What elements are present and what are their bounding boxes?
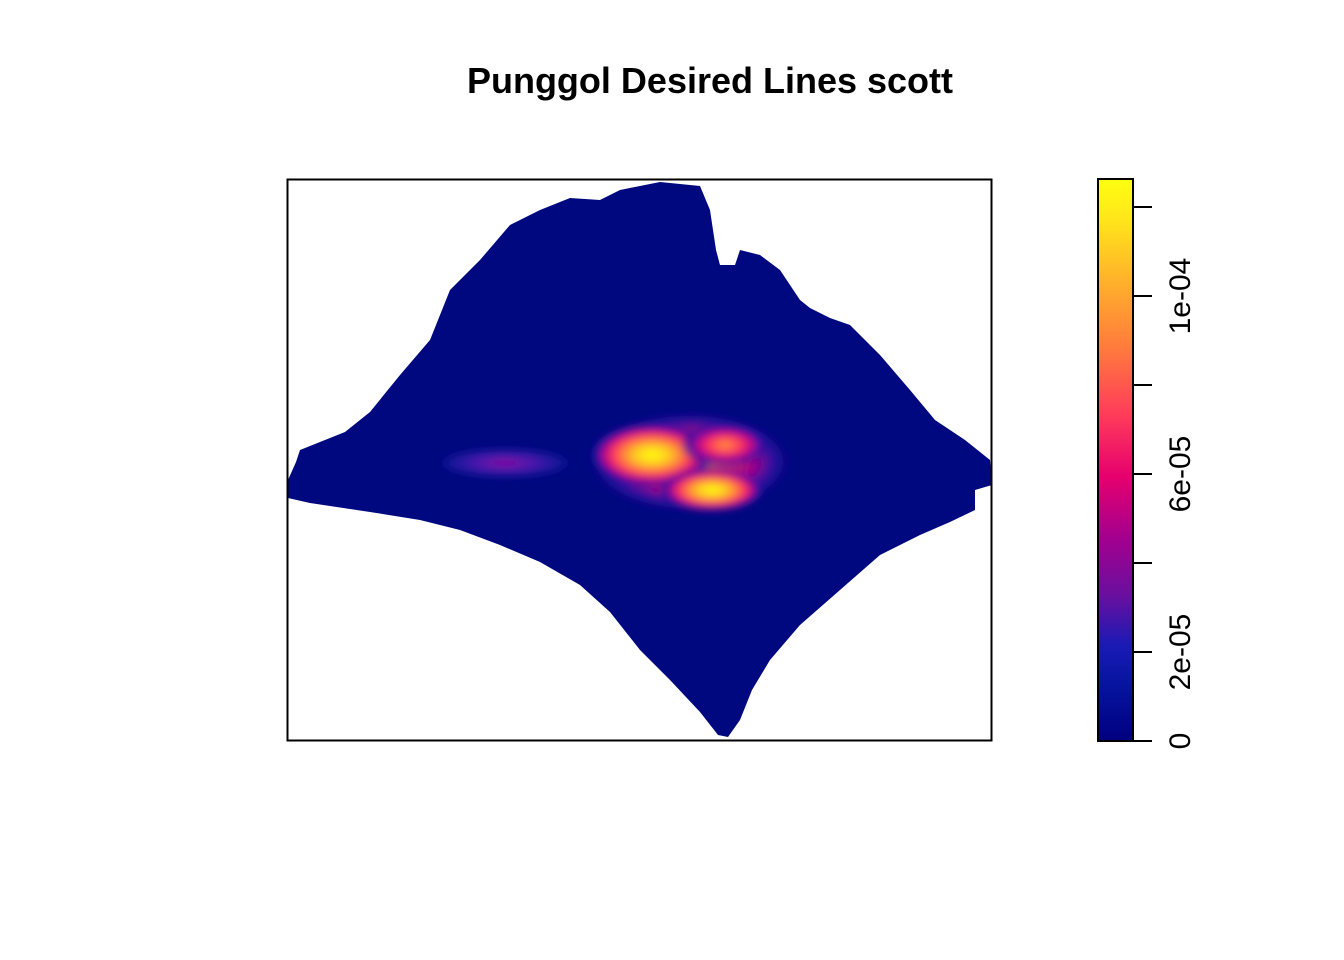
colorbar-gradient	[1097, 178, 1134, 742]
hotspot-west	[435, 447, 575, 479]
hotspot-south	[660, 468, 764, 512]
hotspot-northeast	[680, 423, 770, 467]
colorbar-ticks	[1133, 206, 1152, 742]
plot-frame	[286, 178, 993, 742]
colorbar: 0 2e-05 6e-05 1e-04	[1097, 178, 1197, 750]
colorbar-tick-labels: 0 2e-05 6e-05 1e-04	[1164, 258, 1197, 750]
colorbar-tick-label: 1e-04	[1164, 258, 1197, 335]
colorbar-tick-label: 0	[1164, 733, 1197, 750]
density-hotspots	[435, 410, 795, 514]
colorbar-tick-label: 6e-05	[1164, 436, 1197, 513]
colorbar-tick-label: 2e-05	[1164, 614, 1197, 691]
heatmap-region	[288, 182, 992, 737]
chart-title: Punggol Desired Lines scott	[467, 60, 953, 101]
